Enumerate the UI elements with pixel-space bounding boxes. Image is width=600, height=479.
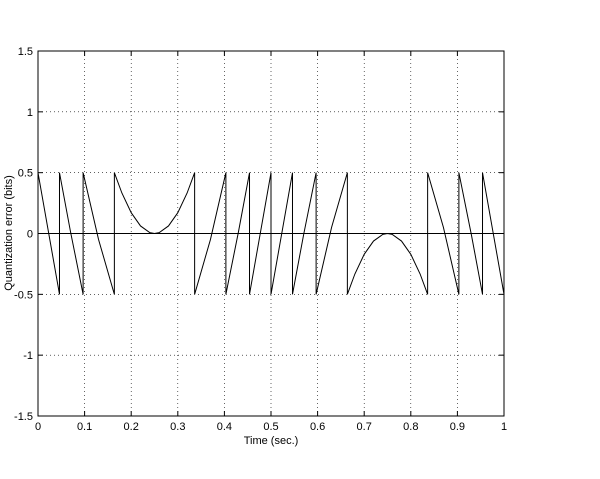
x-tick-label: 0.3 — [170, 421, 185, 433]
x-tick-label: 0.7 — [357, 421, 372, 433]
x-tick-label: 0.4 — [217, 421, 232, 433]
x-axis-label: Time (sec.) — [244, 435, 299, 447]
y-tick-label: -1.5 — [14, 411, 33, 423]
x-tick-label: 0.2 — [124, 421, 139, 433]
x-tick-label: 0 — [35, 421, 41, 433]
x-tick-label: 0.9 — [450, 421, 465, 433]
x-tick-label: 0.5 — [263, 421, 278, 433]
y-tick-label: -1 — [23, 350, 33, 362]
y-tick-label: 1 — [27, 107, 33, 119]
x-tick-label: 0.1 — [77, 421, 92, 433]
y-tick-label: 1.5 — [18, 46, 33, 58]
y-tick-label: -0.5 — [14, 289, 33, 301]
y-tick-label: 0 — [27, 229, 33, 241]
x-tick-label: 0.6 — [310, 421, 325, 433]
y-axis-label: Quantization error (bits) — [3, 175, 15, 291]
x-tick-label: 0.8 — [403, 421, 418, 433]
x-tick-label: 1 — [501, 421, 507, 433]
y-tick-label: 0.5 — [18, 168, 33, 180]
